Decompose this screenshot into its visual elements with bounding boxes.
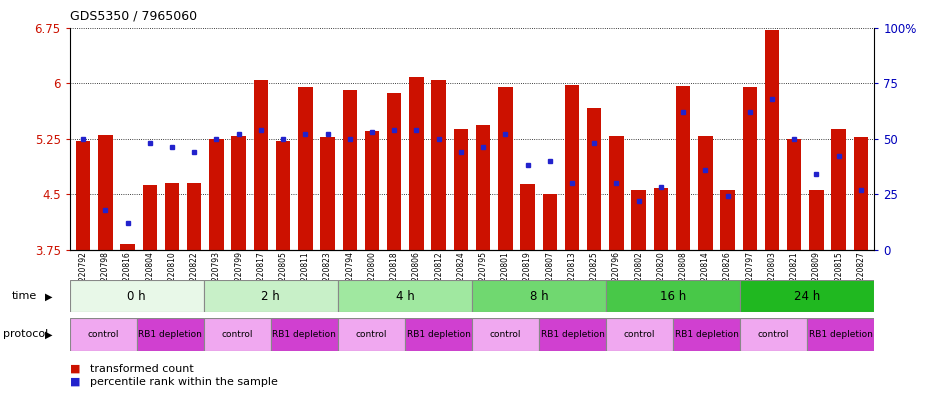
Bar — [76, 141, 90, 250]
Bar — [740, 280, 874, 312]
Bar — [165, 183, 179, 250]
Bar — [676, 86, 690, 250]
Bar — [454, 129, 468, 250]
Text: RB1 depletion: RB1 depletion — [809, 330, 872, 339]
Bar — [338, 280, 472, 312]
Bar — [187, 183, 202, 250]
Text: time: time — [12, 291, 37, 301]
Bar — [271, 318, 338, 351]
Bar — [807, 318, 874, 351]
Text: ■: ■ — [70, 364, 80, 374]
Text: 2 h: 2 h — [261, 290, 280, 303]
Text: 16 h: 16 h — [660, 290, 686, 303]
Text: ▶: ▶ — [45, 291, 52, 301]
Text: RB1 depletion: RB1 depletion — [139, 330, 202, 339]
Text: 24 h: 24 h — [794, 290, 820, 303]
Bar — [70, 318, 137, 351]
Text: transformed count: transformed count — [90, 364, 194, 374]
Bar — [98, 135, 113, 250]
Text: protocol: protocol — [3, 329, 48, 340]
Bar — [70, 280, 204, 312]
Text: RB1 depletion: RB1 depletion — [272, 330, 337, 339]
Bar — [587, 108, 602, 250]
Bar — [698, 136, 712, 250]
Text: percentile rank within the sample: percentile rank within the sample — [90, 377, 278, 387]
Text: RB1 depletion: RB1 depletion — [540, 330, 604, 339]
Bar — [565, 85, 579, 250]
Bar — [476, 125, 490, 250]
Bar — [472, 318, 539, 351]
Bar — [432, 80, 445, 250]
Bar — [204, 280, 338, 312]
Text: control: control — [221, 330, 253, 339]
Bar — [209, 139, 223, 250]
Bar — [787, 139, 802, 250]
Bar — [137, 318, 204, 351]
Text: RB1 depletion: RB1 depletion — [674, 330, 738, 339]
Text: control: control — [758, 330, 790, 339]
Text: ■: ■ — [70, 377, 80, 387]
Bar — [721, 189, 735, 250]
Text: GDS5350 / 7965060: GDS5350 / 7965060 — [70, 10, 197, 23]
Bar — [387, 93, 402, 250]
Bar — [498, 87, 512, 250]
Bar — [606, 318, 673, 351]
Bar — [142, 185, 157, 250]
Bar — [338, 318, 405, 351]
Bar — [120, 244, 135, 250]
Bar — [764, 30, 779, 250]
Bar — [542, 194, 557, 250]
Bar — [409, 77, 424, 250]
Bar — [831, 129, 846, 250]
Bar — [405, 318, 472, 351]
Bar — [809, 189, 824, 250]
Bar — [609, 136, 624, 250]
Text: 4 h: 4 h — [395, 290, 414, 303]
Bar — [654, 188, 668, 250]
Bar — [520, 184, 535, 250]
Text: ▶: ▶ — [45, 329, 52, 340]
Bar — [673, 318, 740, 351]
Bar — [740, 318, 807, 351]
Bar — [276, 141, 290, 250]
Bar — [742, 87, 757, 250]
Bar — [254, 80, 268, 250]
Text: 0 h: 0 h — [127, 290, 146, 303]
Bar — [342, 90, 357, 250]
Text: control: control — [355, 330, 387, 339]
Text: 8 h: 8 h — [530, 290, 549, 303]
Bar — [854, 137, 868, 250]
Bar — [365, 131, 379, 250]
Bar — [232, 136, 246, 250]
Bar — [299, 87, 312, 250]
Text: control: control — [490, 330, 521, 339]
Text: RB1 depletion: RB1 depletion — [406, 330, 471, 339]
Bar — [539, 318, 606, 351]
Bar — [320, 137, 335, 250]
Text: control: control — [87, 330, 119, 339]
Bar — [204, 318, 271, 351]
Bar — [606, 280, 740, 312]
Bar — [472, 280, 606, 312]
Text: control: control — [624, 330, 656, 339]
Bar — [631, 189, 645, 250]
